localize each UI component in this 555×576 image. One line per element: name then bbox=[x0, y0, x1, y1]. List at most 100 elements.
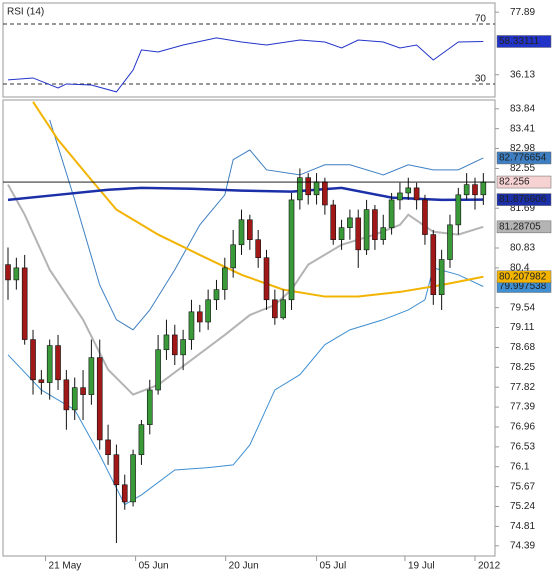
value-box bbox=[496, 270, 552, 284]
candle-body bbox=[121, 484, 128, 503]
y-tick-label: 82.98 bbox=[510, 143, 535, 154]
y-tick-label: 74.81 bbox=[510, 521, 535, 532]
candle-body bbox=[171, 334, 178, 356]
candle-body bbox=[188, 311, 195, 340]
y-tick-label: 83.41 bbox=[510, 123, 535, 134]
value-box bbox=[496, 151, 552, 165]
candle-body bbox=[213, 289, 220, 301]
value-box-label: 81.28705 bbox=[499, 221, 541, 232]
candle-body bbox=[355, 217, 362, 251]
candle-body bbox=[71, 387, 78, 411]
candle-body bbox=[13, 267, 20, 281]
candle-body bbox=[430, 234, 437, 296]
level-label: 30 bbox=[475, 74, 487, 85]
y-tick-label: 75.24 bbox=[510, 501, 535, 512]
candle-body bbox=[322, 181, 328, 206]
rsi-panel bbox=[2, 2, 496, 98]
candle-body bbox=[297, 177, 303, 201]
candle-body bbox=[63, 379, 70, 411]
value-box bbox=[496, 35, 552, 48]
value-box bbox=[496, 220, 552, 234]
candle-body bbox=[405, 187, 412, 194]
value-box bbox=[496, 175, 552, 189]
y-tick-label: 82.55 bbox=[510, 163, 535, 174]
y-tick-label: 80.83 bbox=[510, 243, 535, 254]
candle-body bbox=[422, 199, 428, 235]
candle-body bbox=[472, 184, 478, 196]
candle-body bbox=[138, 424, 145, 456]
candle-body bbox=[305, 177, 312, 196]
indicator-line bbox=[7, 267, 484, 506]
indicator-line bbox=[7, 184, 484, 396]
indicator-line bbox=[49, 119, 484, 331]
rsi-title: RSI (14) bbox=[7, 7, 44, 18]
candle-body bbox=[380, 227, 387, 240]
candle-body bbox=[463, 184, 470, 196]
candle-body bbox=[347, 217, 353, 228]
candle-body bbox=[480, 181, 487, 196]
value-box-label: 82.256 bbox=[499, 177, 530, 188]
y-tick-label: 75.67 bbox=[510, 481, 535, 492]
y-tick-label: 80.4 bbox=[510, 263, 530, 274]
candle-body bbox=[238, 219, 245, 246]
axes: 83.84 83.41 82.98 82.55 81.69 80.83 80.4 79.54 7… bbox=[45, 7, 552, 572]
y-tick-label: 76.1 bbox=[510, 461, 530, 472]
candle-body bbox=[338, 227, 345, 240]
candle-body bbox=[455, 194, 462, 226]
candle-body bbox=[263, 257, 270, 301]
candle-body bbox=[255, 239, 261, 259]
x-tick-label: 20 Jun bbox=[229, 561, 259, 572]
y-tick-label: 81.69 bbox=[510, 203, 535, 214]
y-tick-label: 78.25 bbox=[510, 362, 535, 373]
y-tick-label: 83.84 bbox=[510, 103, 535, 114]
y-tick-label: 74.39 bbox=[510, 540, 535, 551]
value-box-label: 58.33111 bbox=[499, 36, 540, 47]
x-tick-label: 19 Jul bbox=[408, 561, 435, 572]
candle-body bbox=[397, 192, 403, 201]
candle-body bbox=[146, 389, 153, 425]
candle-body bbox=[288, 199, 295, 301]
price-plot bbox=[3, 101, 495, 544]
candle-body bbox=[88, 357, 95, 395]
y-tick-label: 79.54 bbox=[510, 302, 535, 313]
candle-body bbox=[222, 267, 228, 290]
candle-body bbox=[5, 264, 11, 281]
candle-body bbox=[180, 339, 186, 356]
candle-body bbox=[388, 199, 395, 228]
y-tick-label: 76.96 bbox=[510, 422, 535, 433]
y-tick-label: 78.68 bbox=[510, 342, 535, 353]
candle-body bbox=[230, 244, 236, 269]
y-tick-label: 77.82 bbox=[510, 382, 535, 393]
candle-body bbox=[372, 209, 378, 240]
candle-body bbox=[96, 357, 103, 441]
candle-body bbox=[21, 267, 28, 340]
y-tick-label: 76.53 bbox=[510, 441, 535, 452]
value-box bbox=[496, 193, 552, 206]
y-tick-label: 77.39 bbox=[510, 402, 535, 413]
y-tick-label: 79.11 bbox=[510, 322, 535, 333]
x-tick-label: 21 May bbox=[49, 561, 82, 572]
candle-body bbox=[330, 204, 337, 240]
candle-body bbox=[105, 439, 111, 456]
y-tick-label: 77.89 bbox=[510, 7, 535, 18]
value-box-label: 79.997538 bbox=[499, 281, 547, 292]
candle-body bbox=[363, 209, 370, 251]
candle-body bbox=[272, 299, 278, 319]
candle-body bbox=[313, 181, 320, 196]
candle-body bbox=[413, 187, 420, 201]
candle-body bbox=[447, 224, 453, 260]
candle-body bbox=[205, 299, 211, 323]
y-tick-label: 36.13 bbox=[510, 69, 535, 80]
x-tick-label: 05 Jun bbox=[139, 561, 169, 572]
candle-body bbox=[55, 345, 61, 381]
rsi-plot bbox=[3, 23, 495, 93]
candle-body bbox=[163, 334, 170, 351]
candle-body bbox=[30, 339, 36, 381]
rsi-line bbox=[7, 37, 484, 93]
candle-body bbox=[197, 311, 203, 323]
candle-body bbox=[247, 219, 253, 240]
value-box-label: 82.776654 bbox=[499, 153, 547, 164]
candle-body bbox=[130, 454, 136, 503]
